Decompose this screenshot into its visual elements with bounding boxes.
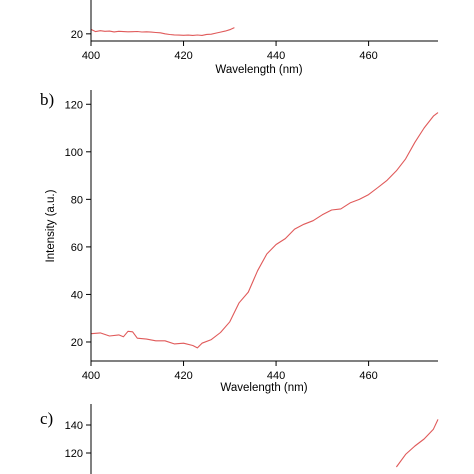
panel-c-y-tick-label: 140 <box>65 420 83 432</box>
panel-b-chart: b) 20 40 60 80 100 120 400 420 440 460 Wavelength… <box>40 90 439 394</box>
panel-a-x-tick-label: 420 <box>174 50 192 62</box>
panel-b-y-tick-label: 60 <box>71 242 83 254</box>
panel-c-chart: c) 120 140 <box>40 404 439 474</box>
panel-b-y-tick-label: 40 <box>71 289 83 301</box>
panel-b-series <box>90 112 439 349</box>
panel-c-y-tick-label: 120 <box>65 448 83 460</box>
panel-b-ticks: 20 40 60 80 100 120 400 420 440 460 <box>65 99 378 382</box>
panel-b-x-tick-label: 400 <box>82 370 100 382</box>
panel-b-y-tick-label: 20 <box>71 337 83 349</box>
panel-a-x-tick-label: 440 <box>267 50 285 62</box>
panel-c-series <box>395 419 439 468</box>
panel-b-x-tick-label: 440 <box>267 370 285 382</box>
panel-c-series-line-0 <box>395 419 439 468</box>
panel-b-x-tick-label: 460 <box>359 370 377 382</box>
panel-b-label: b) <box>40 90 54 109</box>
panel-a-chart: 20 400 420 440 460 Wavelength (nm) <box>71 0 438 76</box>
panel-a-x-axis-label: Wavelength (nm) <box>215 64 302 76</box>
panel-a-series-line-0 <box>90 27 235 36</box>
panel-a-x-tick-label: 460 <box>359 50 377 62</box>
panel-c-label: c) <box>40 409 53 428</box>
panel-b-y-tick-label: 100 <box>65 147 83 159</box>
panel-a-x-tick-label: 400 <box>82 50 100 62</box>
panel-b-y-tick-label: 120 <box>65 99 83 111</box>
panel-a-series <box>90 27 235 36</box>
panel-b-x-tick-label: 420 <box>174 370 192 382</box>
panel-b-series-line-0 <box>90 112 439 349</box>
panel-b-y-tick-label: 80 <box>71 194 83 206</box>
panel-a-y-tick-label: 20 <box>71 29 83 41</box>
panel-c-ticks: 120 140 <box>65 420 91 460</box>
panel-a-ticks: 20 400 420 440 460 <box>71 29 378 62</box>
panel-b-y-axis-label: Intensity (a.u.) <box>45 189 57 262</box>
panel-b-x-axis-label: Wavelength (nm) <box>220 382 307 394</box>
